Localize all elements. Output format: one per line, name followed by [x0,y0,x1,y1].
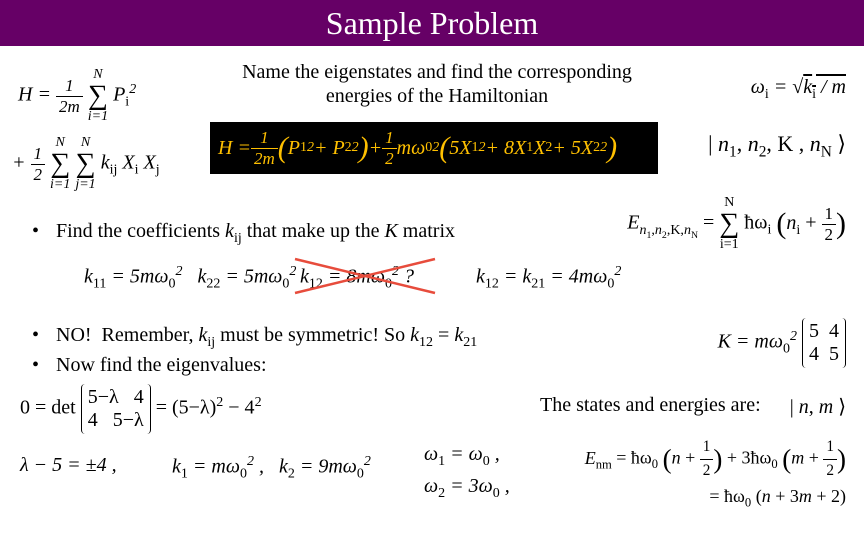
eq-k11-k22: k11 = 5mω02 k22 = 5mω02 [84,264,296,293]
eq-hamiltonian-general-line2: + 12 N∑i=1 N∑j=1 kij Xi Xj [12,136,160,192]
slide-title: Sample Problem [326,5,538,42]
eq-hamiltonian-specific: H = 12m (P12 + P22) + 12 mω02 (5X12 + 8X… [210,122,658,174]
states-energies-label: The states and energies are: [540,394,761,417]
eq-k12-correct: k12 = k21 = 4mω02 [476,264,621,293]
instruction-text: Name the eigenstates and find the corres… [222,60,652,108]
bullet-symmetric-eigenvalues: •NO! Remember, kij must be symmetric! So… [32,322,477,378]
eq-omega1-omega2: ω1 = ω0 , ω2 = 3ω0 , [424,440,510,503]
eq-energy-nm: Enm = ħω0 (n + 12) + 3ħω0 (m + 12) = ħω0… [585,436,846,512]
eq-omega-i: ωi = √ki / m [751,76,846,103]
bullet-find-coeffs: •Find the coefficients kij that make up … [32,220,455,247]
eq-energy-general: En1,n2,K,nN = N∑i=1 ħωi (ni + 12) [627,196,846,252]
slide-header: Sample Problem [0,0,864,46]
eq-k-matrix: K = mω02 5 44 5 [718,318,846,368]
eq-k1-k2: k1 = mω02 , k2 = 9mω02 [172,454,371,483]
eq-ket-nm: | n, m ⟩ [790,394,846,419]
eq-determinant: 0 = det 5−λ 44 5−λ = (5−λ)2 − 42 [20,384,262,434]
cross-out-icon [290,254,440,298]
eq-lambda-solution: λ − 5 = ±4 , [20,454,117,477]
eq-hamiltonian-general-line1: H = 12m N∑i=1 Pi2 [18,68,136,124]
eq-ket-general: | n1, n2, K , nN ⟩ [708,131,846,161]
